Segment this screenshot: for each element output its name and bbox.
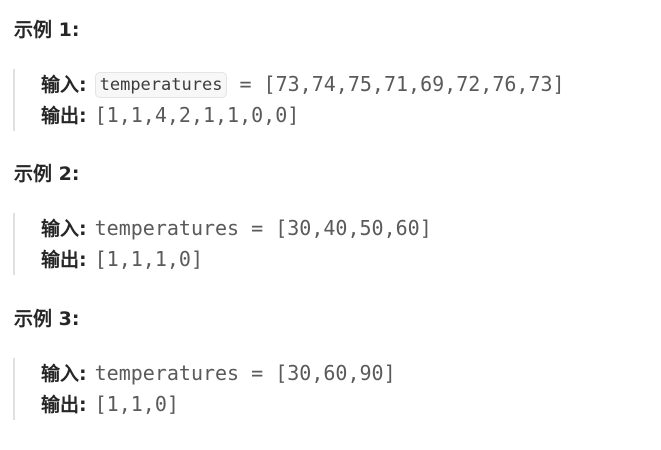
input-value: temperatures = [30,40,50,60] — [94, 216, 432, 240]
output-value: [1,1,0] — [94, 392, 179, 416]
example-title: 示例 3: — [14, 308, 80, 330]
input-label: 输入: — [41, 363, 87, 385]
input-value: = [73,74,75,71,69,72,76,73] — [227, 72, 565, 96]
input-label: 输入: — [41, 74, 87, 96]
output-line: 输出: [1,1,4,2,1,1,0,0] — [41, 100, 299, 130]
input-line: 输入: temperatures = [73,74,75,71,69,72,76,… — [41, 69, 565, 99]
input-line: 输入: temperatures = [30,40,50,60] — [41, 213, 432, 243]
output-label: 输出: — [41, 249, 87, 271]
example-title: 示例 2: — [14, 163, 80, 185]
example-block: 输入: temperatures = [30,60,90] 输出: [1,1,0] — [13, 358, 655, 420]
input-value: temperatures = [30,60,90] — [94, 361, 396, 385]
example-title: 示例 1: — [14, 19, 80, 41]
output-label: 输出: — [41, 394, 87, 416]
input-label: 输入: — [41, 218, 87, 240]
output-value: [1,1,4,2,1,1,0,0] — [94, 103, 300, 127]
inline-code-temperatures: temperatures — [94, 72, 228, 98]
example-block: 输入: temperatures = [73,74,75,71,69,72,76,… — [13, 69, 655, 131]
output-value: [1,1,1,0] — [94, 247, 203, 271]
example-block: 输入: temperatures = [30,40,50,60] 输出: [1,1,… — [13, 213, 655, 275]
output-line: 输出: [1,1,1,0] — [41, 244, 203, 274]
output-line: 输出: [1,1,0] — [41, 389, 179, 419]
output-label: 输出: — [41, 105, 87, 127]
input-line: 输入: temperatures = [30,60,90] — [41, 358, 396, 388]
